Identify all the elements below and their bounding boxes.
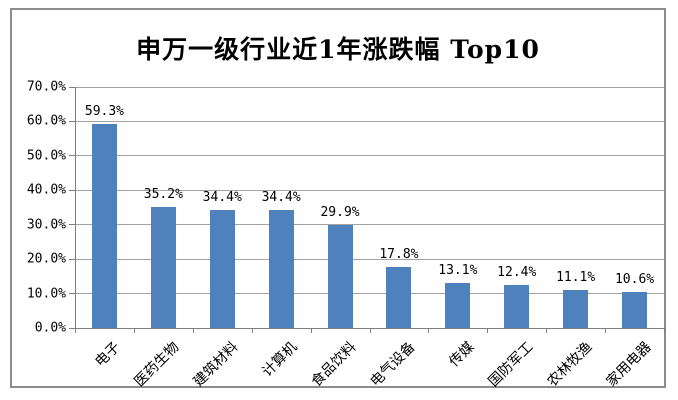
y-axis-tick: [69, 327, 75, 329]
x-axis-tick: [487, 328, 489, 333]
x-axis-tick: [369, 328, 371, 333]
y-axis-tick: [69, 120, 75, 122]
bar-5: [327, 225, 353, 328]
chart-frame: 申万一级行业近1年涨跌幅 Top10 0.0% 10.0% 20.0% 30.0% 40…: [10, 8, 666, 390]
y-axis-tick: [69, 155, 75, 157]
bar-8: [504, 285, 530, 328]
bar-4: [268, 209, 294, 328]
bar-value-label: 59.3%: [84, 103, 125, 119]
bar-value-label: 29.9%: [320, 205, 360, 221]
bar-value-label: 12.4%: [497, 265, 537, 281]
bar-value-label: 17.8%: [379, 246, 419, 262]
bar-1: [91, 123, 117, 328]
gridline: [75, 86, 664, 88]
bar-7: [445, 282, 471, 328]
y-axis-tick: [69, 189, 75, 191]
y-axis-tick-label: 50.0%: [26, 148, 66, 164]
y-axis-tick-label: 20.0%: [26, 251, 66, 267]
bar-value-label: 34.4%: [261, 189, 301, 205]
x-axis-tick: [605, 328, 607, 333]
bar-3: [209, 209, 235, 328]
x-category-label: 家用电器: [603, 339, 654, 391]
bar-10: [622, 291, 648, 328]
y-axis-line: [75, 87, 76, 328]
x-category-label: 食品饮料: [308, 339, 360, 391]
y-axis-tick-label: 10.0%: [26, 286, 66, 302]
gridline: [75, 258, 664, 260]
bar-value-label: 35.2%: [143, 186, 183, 202]
y-axis-tick: [69, 224, 75, 226]
x-axis-tick: [428, 328, 430, 333]
plot-area: 0.0% 10.0% 20.0% 30.0% 40.0% 50.0% 60.0% 70.0% …: [27, 80, 665, 390]
y-axis-tick-label: 0.0%: [34, 320, 66, 336]
x-axis-tick: [75, 328, 76, 333]
bar-6: [386, 266, 412, 328]
y-axis-tick: [69, 86, 75, 88]
x-category-label: 建筑材料: [190, 339, 242, 391]
x-category-label: 传媒: [446, 339, 478, 371]
gridline: [75, 293, 664, 295]
gridline: [75, 155, 664, 157]
chart-title: 申万一级行业近1年涨跌幅 Top10: [136, 35, 540, 64]
gridline: [75, 224, 664, 226]
bar-value-label: 34.4%: [202, 189, 242, 205]
gridline: [75, 120, 664, 122]
x-category-label: 电子: [92, 339, 124, 371]
x-axis-tick: [310, 328, 312, 333]
y-axis-tick-label: 30.0%: [26, 217, 66, 233]
y-axis-tick: [69, 258, 75, 260]
y-axis-tick-label: 40.0%: [26, 182, 66, 198]
gridline: [75, 189, 664, 191]
x-category-label: 计算机: [259, 339, 301, 381]
x-category-label: 电气设备: [367, 339, 419, 391]
x-axis-tick: [664, 328, 665, 333]
x-axis-tick: [546, 328, 548, 333]
x-category-label: 医药生物: [131, 339, 183, 391]
y-axis-tick-label: 60.0%: [26, 113, 66, 129]
y-axis-tick: [69, 293, 75, 295]
bar-value-label: 11.1%: [556, 269, 596, 285]
x-category-label: 农林牧渔: [544, 339, 596, 391]
bar-value-label: 10.6%: [614, 271, 655, 287]
bar-9: [563, 289, 589, 328]
y-axis-tick-label: 70.0%: [26, 79, 66, 95]
x-axis-tick: [251, 328, 253, 333]
x-category-label: 国防军工: [485, 339, 537, 391]
bar-2: [150, 206, 176, 328]
bar-value-label: 13.1%: [438, 262, 478, 278]
x-axis-tick: [192, 328, 194, 333]
x-axis-line: [75, 328, 664, 329]
x-axis-tick: [133, 328, 135, 333]
